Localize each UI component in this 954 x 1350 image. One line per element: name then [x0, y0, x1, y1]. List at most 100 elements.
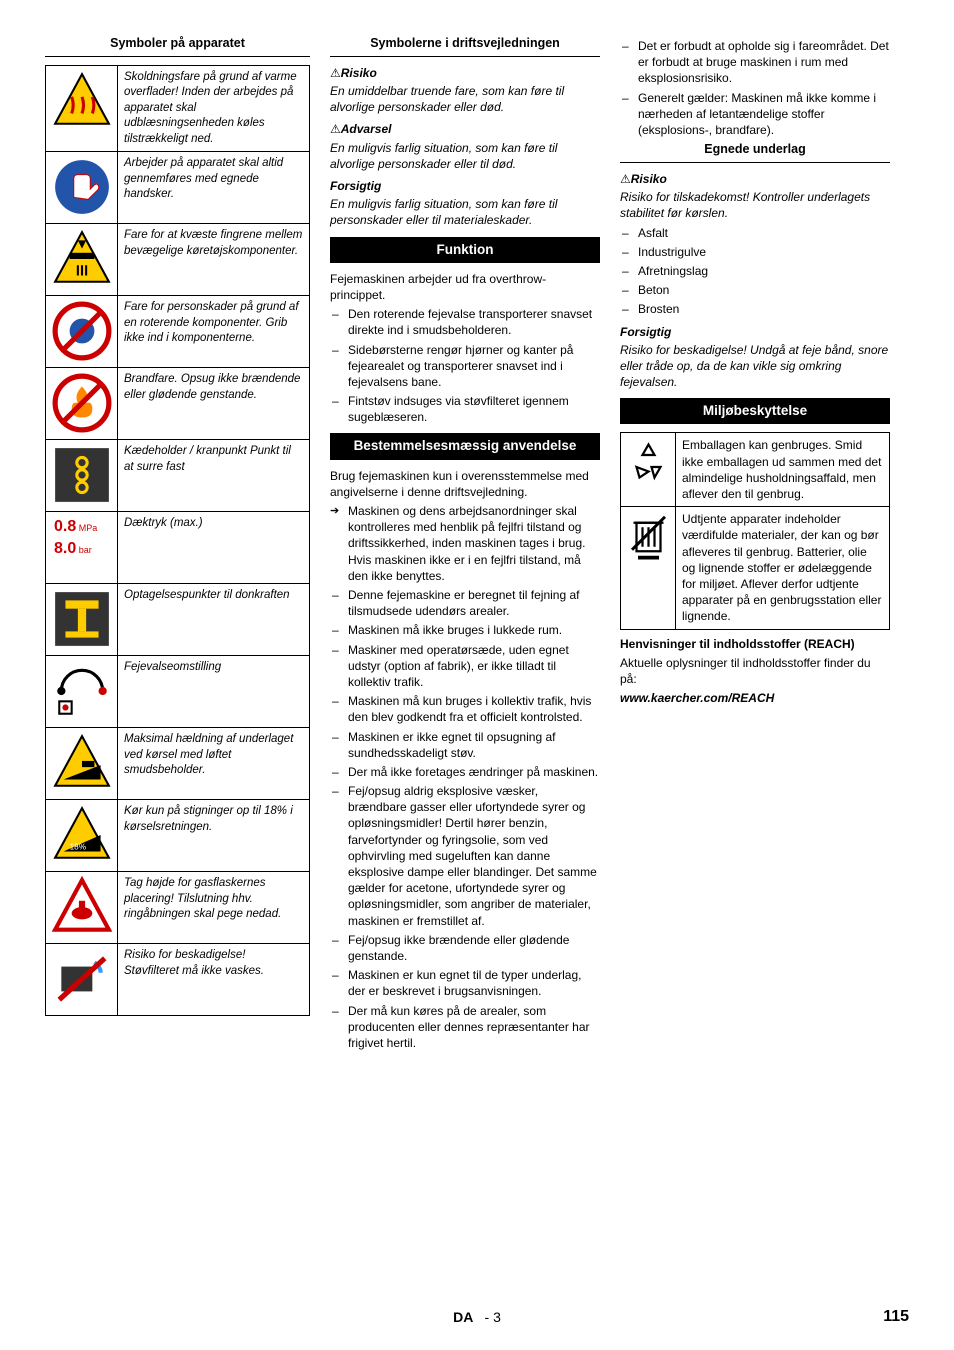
brush-adjust-icon [46, 656, 118, 728]
no-reach-icon [46, 296, 118, 368]
reach-heading: Henvisninger til indholdsstoffer (REACH) [620, 636, 890, 652]
risiko-label: Risiko [330, 65, 600, 81]
symbol-text: Dæktryk (max.) [118, 512, 310, 584]
table-row: Optagelsespunkter til donkraften [46, 584, 310, 656]
symbol-text: Fare for personskader på grund af en rot… [118, 296, 310, 368]
funktion-list: Den roterende fejevalse transporterer sn… [330, 306, 600, 425]
bestem-arrow-list: Maskinen og dens arbejdsanordninger skal… [330, 503, 600, 584]
heading-bestemmelses: Bestemmelsesmæssig anvendelse [330, 433, 600, 459]
footer-subpage: - 3 [485, 1309, 501, 1325]
list-item: Maskinen er kun egnet til de typer under… [330, 967, 600, 999]
risiko-text: Risiko for tilskadekomst! Kontroller und… [620, 189, 890, 221]
env-text: Udtjente apparater indeholder værdifulde… [676, 507, 890, 629]
forsigtig-label: Forsigtig [620, 324, 890, 340]
table-row: Brandfare. Opsug ikke brændende eller gl… [46, 368, 310, 440]
reach-url: www.kaercher.com/REACH [620, 690, 890, 706]
column-3: Det er forbudt at opholde sig i fareområ… [620, 35, 890, 1054]
table-row: Risiko for beskadigelse! Støvfilteret må… [46, 944, 310, 1016]
forsigtig-text: Risiko for beskadigelse! Undgå at feje b… [620, 342, 890, 391]
list-item: Maskiner med operatørsæde, uden egnet ud… [330, 642, 600, 691]
list-item: Beton [620, 282, 890, 298]
symbol-text: Tag højde for gasflaskernes placering! T… [118, 872, 310, 944]
surface-list: Asfalt Industrigulve Afretningslag Beton… [620, 225, 890, 318]
gloves-icon [46, 152, 118, 224]
table-row: 0.8 MPa 8.0 bar Dæktryk (max.) [46, 512, 310, 584]
heading-egnede: Egnede underlag [620, 141, 890, 163]
table-row: Arbejder på apparatet skal altid gennemf… [46, 152, 310, 224]
heading-symbols-device: Symboler på apparatet [45, 35, 310, 57]
forsigtig-text: En muligvis farlig situation, som kan fø… [330, 196, 600, 228]
table-row: Fejevalseomstilling [46, 656, 310, 728]
list-item: Brosten [620, 301, 890, 317]
table-row: Emballagen kan genbruges. Smid ikke emba… [621, 433, 890, 507]
list-item: Der må kun køres på de arealer, som prod… [330, 1003, 600, 1052]
list-item: Den roterende fejevalse transporterer sn… [330, 306, 600, 338]
svg-text:18%: 18% [69, 843, 86, 852]
footer-page-number: 115 [883, 1306, 909, 1328]
bestem-intro: Brug fejemaskinen kun i overensstemmelse… [330, 468, 600, 500]
env-text: Emballagen kan genbruges. Smid ikke emba… [676, 433, 890, 507]
symbol-text: Maksimal hældning af underlaget ved kørs… [118, 728, 310, 800]
table-row: Maksimal hældning af underlaget ved kørs… [46, 728, 310, 800]
column-1: Symboler på apparatet Skoldningsfare på … [45, 35, 310, 1054]
top-continuation-list: Det er forbudt at opholde sig i fareområ… [620, 38, 890, 138]
list-item: Fej/opsug ikke brændende eller glødende … [330, 932, 600, 964]
list-item: Maskinen er ikke egnet til opsugning af … [330, 729, 600, 761]
symbol-text: Kør kun på stigninger op til 18% i kørse… [118, 800, 310, 872]
footer-lang: DA [453, 1309, 473, 1325]
symbol-text: Fejevalseomstilling [118, 656, 310, 728]
jack-point-icon [46, 584, 118, 656]
funktion-intro: Fejemaskinen arbejder ud fra overthrow-p… [330, 271, 600, 303]
list-item: Denne fejemaskine er beregnet til fejnin… [330, 587, 600, 619]
list-item: Maskinen må ikke bruges i lukkede rum. [330, 622, 600, 638]
risiko-label: Risiko [620, 171, 890, 187]
table-row: Fare for at kvæste fingrene mellem bevæg… [46, 224, 310, 296]
weee-icon [621, 507, 676, 629]
symbol-text: Kædeholder / kranpunkt Punkt til at surr… [118, 440, 310, 512]
list-item: Fintstøv indsuges via støvfilteret igenn… [330, 393, 600, 425]
device-symbol-table: Skoldningsfare på grund af varme overfla… [45, 65, 310, 1017]
symbol-text: Skoldningsfare på grund af varme overfla… [118, 65, 310, 152]
page-footer: DA - 3 115 [45, 1306, 909, 1328]
crush-warning-icon [46, 224, 118, 296]
heading-funktion: Funktion [330, 237, 600, 263]
list-item: Sidebørsterne rengør hjørner og kanter p… [330, 342, 600, 391]
heading-miljo: Miljøbeskyttelse [620, 398, 890, 424]
symbol-text: Risiko for beskadigelse! Støvfilteret må… [118, 944, 310, 1016]
chain-hook-icon [46, 440, 118, 512]
list-item: Der må ikke foretages ændringer på maski… [330, 764, 600, 780]
recycle-icon [621, 433, 676, 507]
symbol-text: Brandfare. Opsug ikke brændende eller gl… [118, 368, 310, 440]
page-columns: Symboler på apparatet Skoldningsfare på … [45, 35, 909, 1054]
bestem-list: Denne fejemaskine er beregnet til fejnin… [330, 587, 600, 1051]
list-item: Maskinen og dens arbejdsanordninger skal… [330, 503, 600, 584]
max-slope-icon [46, 728, 118, 800]
env-table: Emballagen kan genbruges. Smid ikke emba… [620, 432, 890, 629]
symbol-text: Optagelsespunkter til donkraften [118, 584, 310, 656]
column-2: Symbolerne i driftsvejledningen Risiko E… [330, 35, 600, 1054]
slope-18-icon: 18% [46, 800, 118, 872]
heat-warning-icon [46, 65, 118, 152]
advarsel-text: En muligvis farlig situation, som kan fø… [330, 140, 600, 172]
no-wash-filter-icon [46, 944, 118, 1016]
table-row: Skoldningsfare på grund af varme overfla… [46, 65, 310, 152]
footer-center: DA - 3 [453, 1308, 501, 1327]
table-row: Kædeholder / kranpunkt Punkt til at surr… [46, 440, 310, 512]
no-fire-icon [46, 368, 118, 440]
gas-cylinder-icon [46, 872, 118, 944]
table-row: 18% Kør kun på stigninger op til 18% i k… [46, 800, 310, 872]
risiko-text: En umiddelbar truende fare, som kan føre… [330, 83, 600, 115]
forsigtig-label: Forsigtig [330, 178, 600, 194]
list-item: Asfalt [620, 225, 890, 241]
list-item: Maskinen må kun bruges i kollektiv trafi… [330, 693, 600, 725]
symbol-text: Arbejder på apparatet skal altid gennemf… [118, 152, 310, 224]
tire-pressure-icon: 0.8 MPa 8.0 bar [46, 512, 118, 584]
heading-symbols-manual: Symbolerne i driftsvejledningen [330, 35, 600, 57]
list-item: Afretningslag [620, 263, 890, 279]
reach-text: Aktuelle oplysninger til indholdsstoffer… [620, 655, 890, 687]
list-item: Industrigulve [620, 244, 890, 260]
symbol-text: Fare for at kvæste fingrene mellem bevæg… [118, 224, 310, 296]
advarsel-label: Advarsel [330, 121, 600, 137]
table-row: Fare for personskader på grund af en rot… [46, 296, 310, 368]
list-item: Generelt gælder: Maskinen må ikke komme … [620, 90, 890, 139]
